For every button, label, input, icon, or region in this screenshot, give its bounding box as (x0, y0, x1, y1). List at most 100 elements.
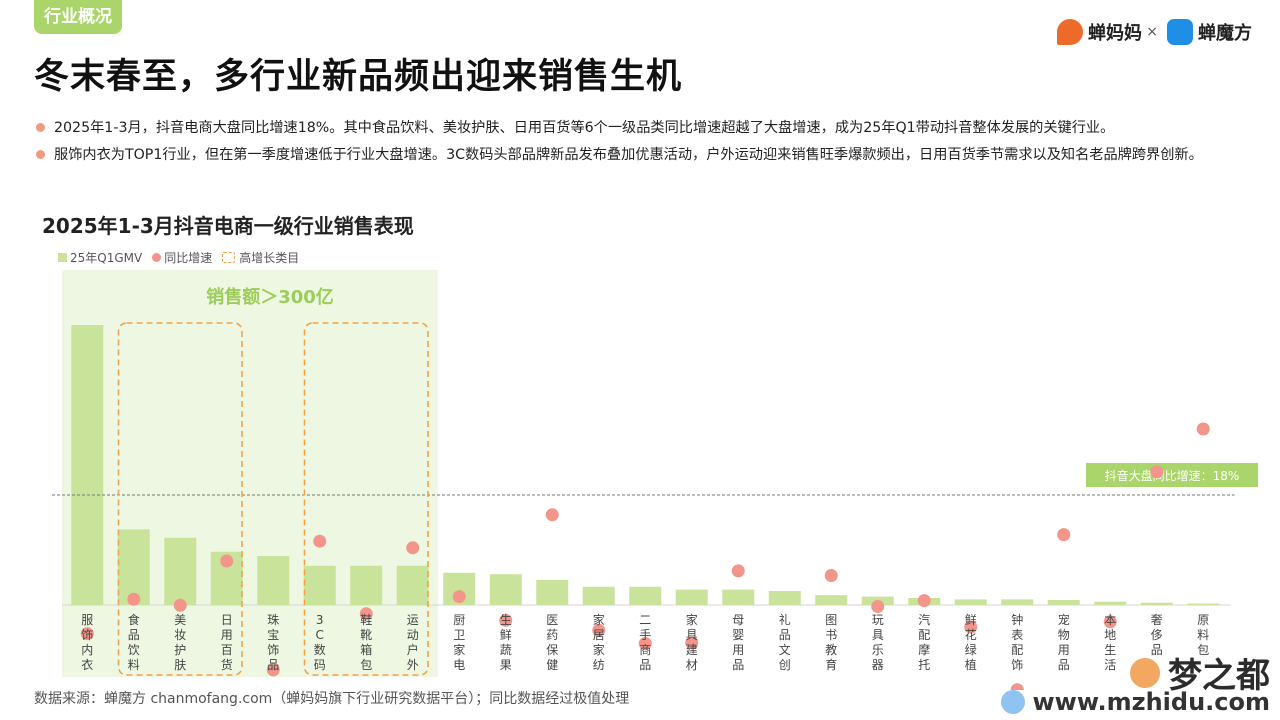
chanmofang-logo: 蝉魔方 (1167, 16, 1252, 48)
legend-bar-swatch (58, 253, 67, 262)
category-label: 原料包 (1197, 613, 1209, 657)
growth-dot (731, 564, 745, 578)
gmv-bar (396, 565, 429, 605)
legend-bar-label: 25年Q1GMV (70, 251, 143, 265)
gmv-bar (489, 574, 522, 605)
bullet-item: 服饰内衣为TOP1行业，但在第一季度增速低于行业大盘增速。3C数码头部品牌新品发… (34, 143, 1258, 167)
growth-dot (592, 623, 606, 637)
category-label: 二手商品 (639, 613, 651, 672)
chart-legend: 25年Q1GMV 同比增速 高增长类目 (58, 249, 309, 266)
category-label: 鲜花绿植 (965, 613, 977, 672)
legend-box-swatch (222, 252, 236, 263)
growth-dot (1057, 528, 1071, 542)
growth-dot (406, 541, 420, 555)
high-growth-box (117, 322, 243, 676)
reference-label: 抖音大盘同比增速：18% (1105, 468, 1240, 483)
summary-bullets: 2025年1-3月，抖音电商大盘同比增速18%。其中食品饮料、美妆护肤、日用百货… (34, 116, 1258, 170)
growth-dot (1150, 465, 1164, 479)
category-label: 家居家纺 (593, 612, 605, 672)
gmv-bar (350, 565, 383, 605)
gmv-bar (1094, 601, 1127, 605)
logo-separator: × (1146, 24, 1158, 40)
category-label: 钟表配饰 (1011, 612, 1023, 672)
growth-dot (173, 598, 187, 612)
legend-item-growth: 同比增速 (152, 249, 212, 266)
high-growth-box (303, 322, 429, 676)
growth-dot (266, 663, 280, 677)
legend-item-highlight: 高增长类目 (222, 249, 299, 266)
category-label: 宠物用品 (1058, 612, 1070, 672)
gmv-bar (1140, 602, 1173, 605)
gmv-bar (582, 586, 615, 605)
growth-dot (871, 600, 885, 614)
growth-dot (824, 569, 838, 583)
bullet-text: 2025年1-3月，抖音电商大盘同比增速18%。其中食品饮料、美妆护肤、日用百货… (54, 120, 1115, 136)
growth-dot (359, 607, 373, 621)
gmv-bar (675, 589, 708, 605)
category-label: 食品饮料 (128, 612, 140, 672)
gmv-bar (536, 579, 569, 605)
legend-item-gmv: 25年Q1GMV (58, 249, 142, 266)
growth-dot (452, 590, 466, 604)
bullet-dot-icon (36, 123, 45, 132)
category-label: 本地生活 (1104, 613, 1116, 672)
category-label: 鞋靴箱包 (360, 612, 372, 672)
category-label: 服饰内衣 (81, 613, 93, 672)
chanmofang-logo-icon (1167, 19, 1193, 45)
bullet-dot-icon (36, 150, 45, 159)
growth-dot (220, 554, 234, 568)
category-label: 珠宝饰品 (267, 613, 279, 672)
site-watermark: 梦之都 (1130, 648, 1270, 697)
watermark-url-text: www.mzhidu.com (1032, 688, 1271, 716)
gmv-bar (629, 586, 662, 605)
chanmofang-logo-text: 蝉魔方 (1198, 23, 1252, 44)
chart-title: 2025年1-3月抖音电商一级行业销售表现 (42, 214, 414, 238)
category-label: 医药保健 (546, 613, 558, 672)
category-label: 奢侈品 (1151, 613, 1163, 657)
category-label: 日用百货 (221, 613, 233, 672)
category-label: 汽配摩托 (918, 612, 930, 672)
gmv-bar (117, 529, 150, 605)
page-title: 冬末春至，多行业新品频出迎来销售生机 (34, 57, 683, 97)
chanmama-logo-text: 蝉妈妈 (1088, 23, 1142, 44)
growth-dot (1196, 422, 1210, 436)
gmv-bar (768, 591, 801, 605)
gmv-bar (815, 595, 848, 605)
legend-box-label: 高增长类目 (239, 251, 300, 265)
highlight-band-label: 销售额＞300亿 (206, 286, 334, 308)
growth-dot (499, 613, 513, 627)
category-label: 玩具乐器 (872, 613, 884, 672)
category-label: 礼品文创 (779, 612, 791, 672)
category-label: 美妆护肤 (174, 613, 186, 672)
gmv-bar (1047, 599, 1080, 605)
growth-dot (80, 627, 94, 641)
category-label: 母婴用品 (732, 613, 744, 672)
category-label: 厨卫家电 (453, 613, 465, 672)
bullet-text: 服饰内衣为TOP1行业，但在第一季度增速低于行业大盘增速。3C数码头部品牌新品发… (54, 147, 1203, 163)
growth-dot (545, 508, 559, 522)
gmv-bar (1187, 603, 1220, 605)
growth-dot (638, 637, 652, 650)
gmv-bar (164, 537, 197, 605)
category-label: 图书教育 (825, 613, 837, 672)
category-label: 3 C 数码 (314, 613, 326, 672)
gmv-bar (71, 325, 104, 605)
category-label: 生鲜蔬果 (500, 613, 512, 672)
growth-dot (1010, 683, 1024, 690)
bullet-item: 2025年1-3月，抖音电商大盘同比增速18%。其中食品饮料、美妆护肤、日用百货… (34, 116, 1258, 140)
section-tag: 行业概况 (34, 0, 122, 34)
chanmama-logo: 蝉妈妈 (1057, 16, 1142, 48)
watermark-icon (1130, 657, 1160, 688)
gmv-bar (303, 565, 336, 605)
highlight-band (62, 270, 438, 677)
gmv-bar (954, 599, 987, 605)
gmv-bar (722, 589, 755, 605)
category-label: 家具建材 (686, 612, 698, 672)
legend-dot-label: 同比增速 (164, 251, 213, 265)
site-watermark-url: www.mzhidu.com (1000, 688, 1271, 716)
data-source-footnote: 数据来源：蝉魔方 chanmofang.com（蝉妈妈旗下行业研究数据平台）；同… (34, 691, 630, 707)
growth-dot (1103, 615, 1117, 629)
growth-dot (964, 620, 978, 634)
reference-label-bg (1086, 463, 1258, 487)
